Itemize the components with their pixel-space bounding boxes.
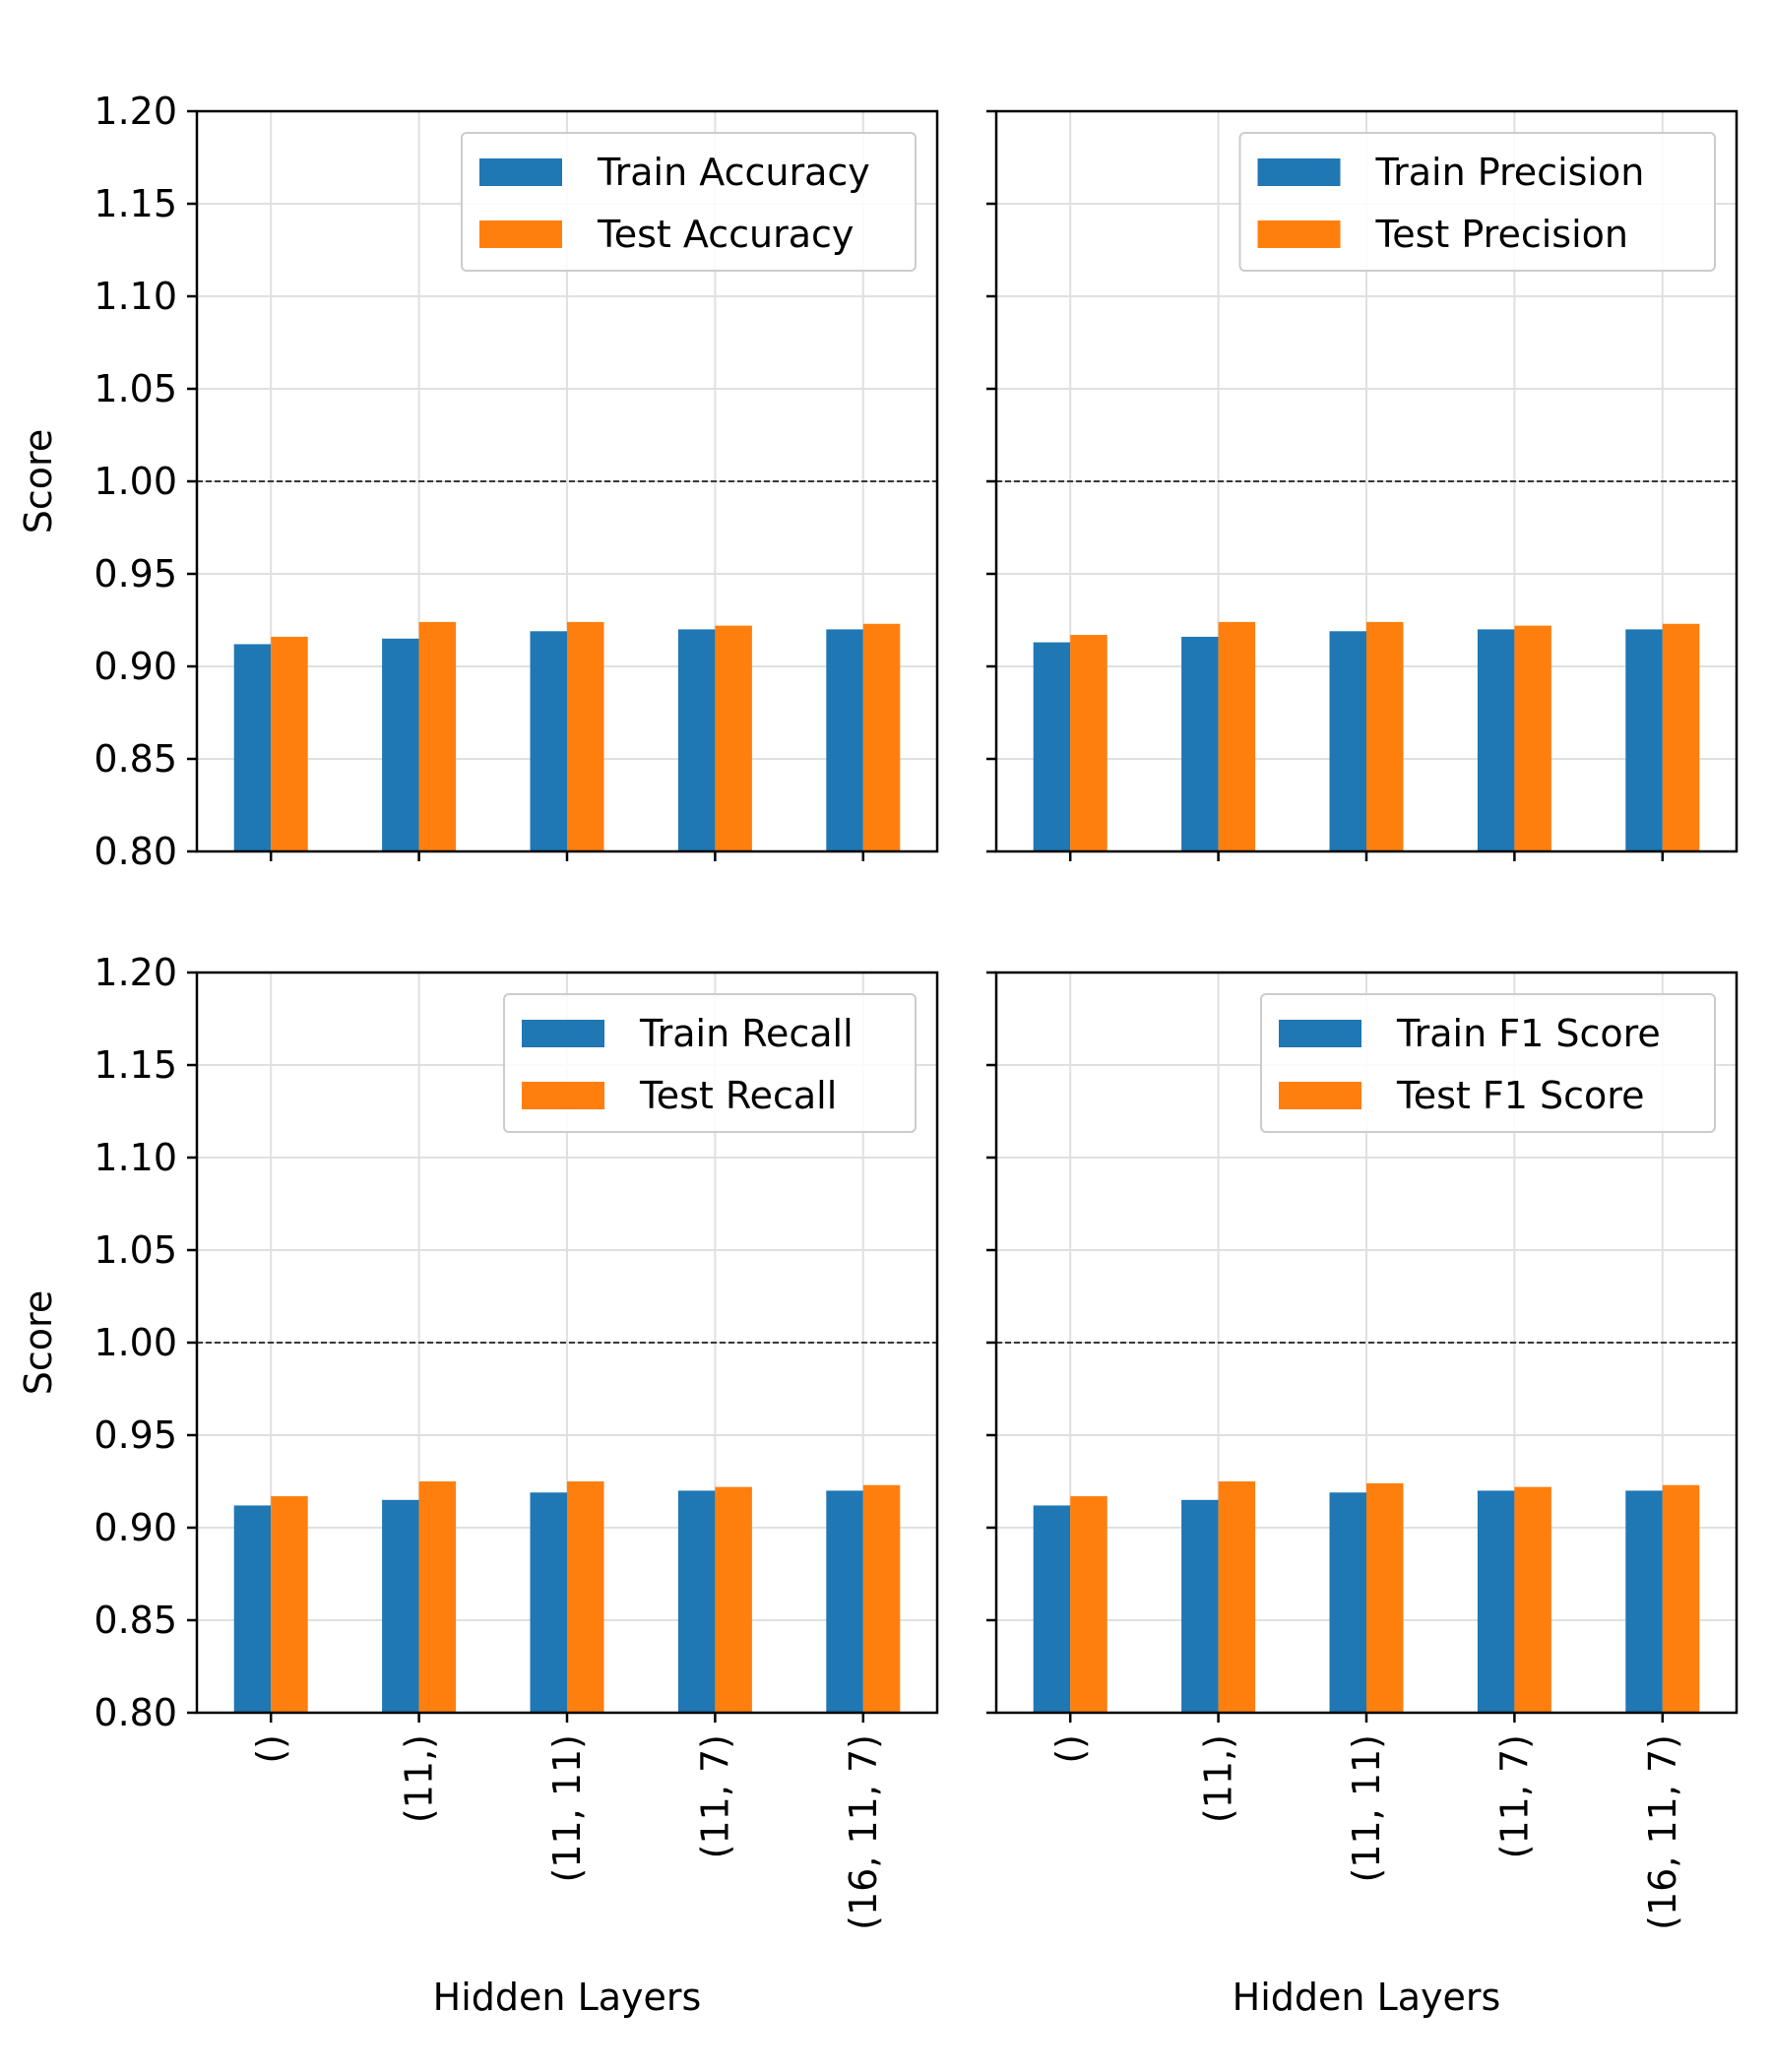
y-tick-label: 0.95 — [94, 552, 177, 596]
bar-test-precision — [1218, 621, 1256, 851]
bar-test-accuracy — [271, 636, 308, 851]
y-tick-label: 1.15 — [94, 182, 177, 225]
x-tick-label: (11,) — [1197, 1734, 1240, 1823]
legend-label: Test Recall — [639, 1074, 837, 1117]
x-tick-label: (11, 7) — [1492, 1734, 1536, 1858]
y-tick-label: 0.90 — [94, 1506, 177, 1549]
legend-swatch — [1257, 220, 1341, 248]
x-tick-label: (11, 11) — [1345, 1734, 1388, 1883]
y-tick-label: 0.85 — [94, 1599, 177, 1642]
y-tick-label: 0.85 — [94, 737, 177, 781]
y-tick-label: 0.95 — [94, 1413, 177, 1457]
bar-test-recall — [862, 1484, 901, 1713]
x-axis-label: Hidden Layers — [1233, 1976, 1501, 2019]
legend-box — [461, 132, 917, 272]
bar-train-accuracy — [826, 629, 863, 851]
y-tick-label: 1.15 — [94, 1043, 177, 1087]
bar-train-precision — [1625, 629, 1663, 851]
legend-swatch — [479, 158, 562, 186]
bar-test-accuracy — [567, 621, 604, 851]
bar-train-f1-score — [1033, 1505, 1071, 1713]
legend-swatch — [1279, 1020, 1361, 1047]
legend-label: Train Precision — [1375, 151, 1645, 194]
x-tick-label: (16, 11, 7) — [842, 1734, 885, 1930]
subplot-4: () (11,) (11, 11) (11, 7) (16, 11, 7) Hidden … — [986, 971, 1739, 2019]
y-tick-label: 0.80 — [94, 830, 177, 873]
legend-box — [1260, 993, 1716, 1133]
legend-swatch — [479, 220, 562, 248]
bar-test-accuracy — [862, 623, 901, 851]
subplot-2: Train Precision Test Precision — [986, 109, 1739, 861]
bar-train-precision — [1329, 631, 1366, 851]
bar-test-f1-score — [1662, 1484, 1700, 1713]
y-tick-label: 1.10 — [94, 275, 177, 318]
legend-box — [1238, 132, 1716, 272]
subplot-1: 0.80 0.85 0.90 0.95 1.00 1.05 1.10 1.15 1.20 Scor… — [17, 90, 939, 873]
bar-train-accuracy — [530, 631, 567, 851]
legend-label: Test F1 Score — [1396, 1074, 1644, 1117]
y-tick-label: 0.90 — [94, 645, 177, 688]
legend-swatch — [1257, 158, 1341, 186]
bar-test-precision — [1662, 623, 1700, 851]
bar-train-recall — [677, 1490, 716, 1713]
y-axis-label: Score — [17, 1290, 60, 1395]
bar-test-f1-score — [1070, 1496, 1108, 1713]
bar-test-recall — [715, 1486, 752, 1713]
bar-test-precision — [1366, 621, 1404, 851]
x-tick-label: (11,) — [398, 1734, 441, 1823]
y-tick-label: 1.00 — [94, 1321, 177, 1364]
legend-label: Test Accuracy — [597, 213, 854, 256]
legend-label: Train Accuracy — [597, 151, 870, 194]
y-tick-label: 1.05 — [94, 367, 177, 410]
bar-test-accuracy — [418, 621, 457, 851]
y-tick-label: 1.05 — [94, 1228, 177, 1272]
bar-train-f1-score — [1625, 1490, 1663, 1713]
legend-swatch — [1279, 1082, 1361, 1109]
bar-train-precision — [1477, 629, 1515, 851]
bar-train-f1-score — [1477, 1490, 1515, 1713]
bar-test-f1-score — [1366, 1482, 1404, 1713]
bar-test-accuracy — [715, 625, 752, 851]
legend-label: Test Precision — [1375, 213, 1628, 256]
x-tick-label: () — [1048, 1734, 1092, 1764]
bar-test-recall — [418, 1481, 457, 1713]
bar-test-f1-score — [1218, 1481, 1256, 1713]
legend-swatch — [522, 1020, 604, 1047]
bar-train-f1-score — [1181, 1499, 1219, 1713]
bar-test-recall — [567, 1481, 604, 1713]
y-axis-label: Score — [17, 429, 60, 534]
bar-train-f1-score — [1329, 1492, 1366, 1713]
x-tick-label: (16, 11, 7) — [1641, 1734, 1684, 1930]
bar-train-recall — [826, 1490, 863, 1713]
bar-train-accuracy — [233, 644, 272, 851]
y-tick-label: 1.10 — [94, 1136, 177, 1179]
bar-train-recall — [530, 1492, 567, 1713]
bar-train-accuracy — [677, 629, 716, 851]
bar-train-recall — [233, 1505, 272, 1713]
bar-train-accuracy — [382, 638, 419, 851]
y-tick-label: 0.80 — [94, 1691, 177, 1734]
bar-test-recall — [271, 1496, 308, 1713]
x-tick-label: () — [249, 1734, 292, 1764]
y-tick-label: 1.00 — [94, 460, 177, 503]
x-tick-label: (11, 7) — [693, 1734, 736, 1858]
bar-test-f1-score — [1514, 1486, 1551, 1713]
y-tick-label: 1.20 — [94, 951, 177, 994]
bar-test-precision — [1070, 635, 1108, 851]
bar-train-recall — [382, 1499, 419, 1713]
bar-train-precision — [1181, 636, 1219, 851]
bar-test-precision — [1514, 625, 1551, 851]
legend-box — [503, 993, 917, 1133]
legend-swatch — [522, 1082, 604, 1109]
legend-label: Train F1 Score — [1396, 1012, 1661, 1055]
x-axis-label: Hidden Layers — [433, 1976, 702, 2019]
legend-label: Train Recall — [639, 1012, 854, 1055]
bar-train-precision — [1033, 642, 1071, 851]
y-tick-label: 1.20 — [94, 90, 177, 133]
x-tick-label: (11, 11) — [545, 1734, 589, 1883]
subplot-3: 0.80 0.85 0.90 0.95 1.00 1.05 1.10 1.15 1.20 () (1… — [17, 951, 939, 2019]
